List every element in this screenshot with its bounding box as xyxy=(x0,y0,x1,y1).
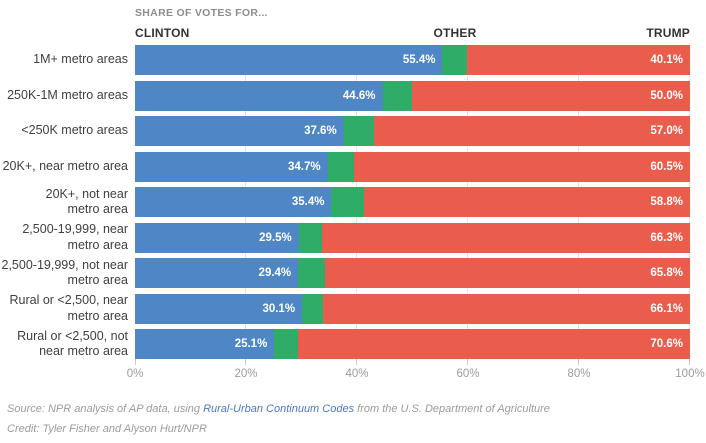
source-note: Source: NPR analysis of AP data, using R… xyxy=(7,403,699,415)
other-bar-segment xyxy=(302,293,324,324)
bar-row: 30.1% 66.1% xyxy=(135,293,690,324)
other-bar-segment xyxy=(382,80,413,111)
trump-bar-segment: 57.0% xyxy=(373,116,690,146)
bar-row: 55.4% 40.1% xyxy=(135,45,690,75)
trump-value-label: 66.3% xyxy=(650,231,683,244)
other-bar-segment xyxy=(331,187,364,217)
trump-bar-segment: 66.3% xyxy=(322,222,690,253)
category-labels: 1M+ metro areas 250K-1M metro areas <250K … xyxy=(0,45,129,359)
other-bar-segment xyxy=(327,151,355,182)
axis-tick-label: 20% xyxy=(234,368,258,380)
clinton-bar-segment: 55.4% xyxy=(135,45,443,75)
category-label: 2,500-19,999, near metro area xyxy=(22,222,128,252)
axis-tick xyxy=(135,359,136,365)
source-link[interactable]: Rural-Urban Continuum Codes xyxy=(203,403,355,415)
clinton-bar-segment: 35.4% xyxy=(135,187,332,217)
category-label: 2,500-19,999, not near metro area xyxy=(1,257,129,288)
clinton-value-label: 34.7% xyxy=(287,160,321,173)
trump-bar-segment: 40.1% xyxy=(467,45,690,75)
trump-value-label: 57.0% xyxy=(650,125,683,137)
category-label: 20K+, near metro area xyxy=(2,158,128,173)
bar-row: 44.6% 50.0% xyxy=(135,80,690,111)
trump-bar-segment: 50.0% xyxy=(412,80,690,111)
x-axis: 0% 20% 40% 60% 80% 100% xyxy=(127,359,705,385)
category-label: Rural or <2,500, near metro area xyxy=(9,293,128,323)
trump-bar-segment: 70.6% xyxy=(298,329,690,359)
axis-tick xyxy=(245,359,246,365)
legend: CLINTON OTHER TRUMP xyxy=(135,26,690,42)
source-prefix: Source: NPR analysis of AP data, using xyxy=(7,403,204,415)
bar-row: 25.1% 70.6% xyxy=(135,329,690,359)
axis-tick xyxy=(356,359,357,365)
chart-title: SHARE OF VOTES FOR... xyxy=(135,7,268,19)
legend-label-other: OTHER xyxy=(433,26,477,40)
axis-tick-label: 80% xyxy=(567,368,591,380)
bar-row: 35.4% 58.8% xyxy=(135,187,690,217)
trump-value-label: 40.1% xyxy=(650,54,683,66)
trump-bar-segment: 60.5% xyxy=(354,151,690,182)
trump-bar-segment: 65.8% xyxy=(324,258,690,288)
bar-row: 37.6% 57.0% xyxy=(135,116,690,146)
clinton-bar-segment: 44.6% xyxy=(135,80,383,111)
other-bar-segment xyxy=(442,45,468,75)
axis-tick-label: 100% xyxy=(675,368,705,380)
credit-note: Credit: Tyler Fisher and Alyson Hurt/NPR xyxy=(7,423,207,435)
bar-row: 29.4% 65.8% xyxy=(135,258,690,288)
clinton-value-label: 35.4% xyxy=(291,196,325,208)
axis-tick-label: 60% xyxy=(456,368,480,380)
clinton-value-label: 29.5% xyxy=(259,231,292,244)
other-bar-segment xyxy=(274,329,299,359)
axis-tick xyxy=(689,359,690,365)
trump-value-label: 60.5% xyxy=(650,160,683,173)
category-label: 250K-1M metro areas xyxy=(7,87,128,102)
plot-area: 55.4% 40.1% 44.6% 50.0% 37.6% 57.0% 34.7% 60.5%… xyxy=(135,45,690,359)
category-label: 1M+ metro areas xyxy=(33,52,128,67)
category-label: <250K metro areas xyxy=(21,123,128,138)
trump-bar-segment: 58.8% xyxy=(363,187,690,217)
legend-label-trump: TRUMP xyxy=(646,26,690,40)
bar-row: 29.5% 66.3% xyxy=(135,222,690,253)
axis-tick-label: 0% xyxy=(126,368,144,380)
axis-tick-label: 40% xyxy=(345,368,369,380)
trump-value-label: 66.1% xyxy=(650,302,683,315)
clinton-bar-segment: 37.6% xyxy=(135,116,344,146)
trump-value-label: 65.8% xyxy=(650,267,683,279)
clinton-value-label: 37.6% xyxy=(304,125,337,137)
bar-row: 34.7% 60.5% xyxy=(135,151,690,182)
other-bar-segment xyxy=(298,222,323,253)
clinton-value-label: 29.4% xyxy=(258,267,292,279)
clinton-value-label: 30.1% xyxy=(262,302,296,315)
clinton-bar-segment: 34.7% xyxy=(135,151,328,182)
other-bar-segment xyxy=(298,258,325,288)
clinton-value-label: 25.1% xyxy=(234,338,268,350)
clinton-bar-segment: 25.1% xyxy=(135,329,275,359)
axis-tick xyxy=(578,359,579,365)
legend-label-clinton: CLINTON xyxy=(135,26,190,40)
trump-value-label: 50.0% xyxy=(650,89,683,102)
clinton-bar-segment: 30.1% xyxy=(135,293,303,324)
category-label: Rural or <2,500, not near metro area xyxy=(17,328,128,359)
source-suffix: from the U.S. Department of Agriculture xyxy=(354,403,550,415)
clinton-value-label: 55.4% xyxy=(402,54,436,66)
trump-bar-segment: 66.1% xyxy=(323,293,690,324)
trump-value-label: 70.6% xyxy=(650,338,683,350)
other-bar-segment xyxy=(343,116,374,146)
clinton-bar-segment: 29.5% xyxy=(135,222,299,253)
clinton-value-label: 44.6% xyxy=(342,89,376,102)
trump-value-label: 58.8% xyxy=(650,196,683,208)
clinton-bar-segment: 29.4% xyxy=(135,258,299,288)
axis-tick xyxy=(467,359,468,365)
category-label: 20K+, not near metro area xyxy=(45,186,128,217)
